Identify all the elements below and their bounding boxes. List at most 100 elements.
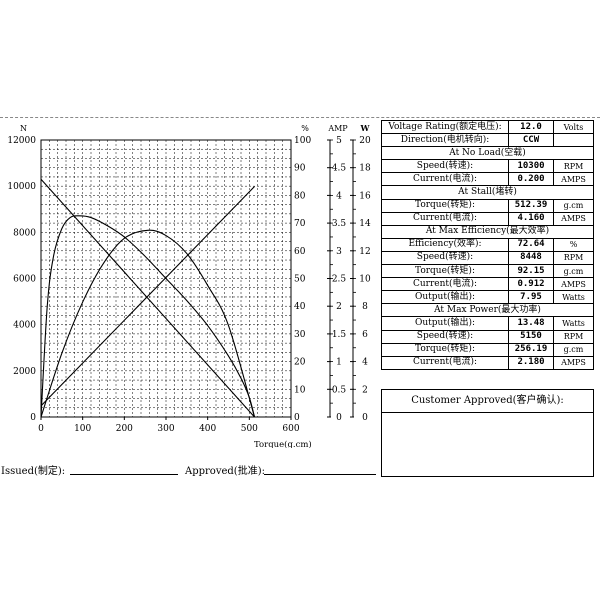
approved-label: Approved(批准): — [185, 466, 265, 477]
spec-table: Voltage Rating(额定电压): 12.0 Volts Direction(… — [381, 119, 594, 370]
spec-unit: % — [553, 237, 594, 252]
spec-unit: AMPS — [553, 172, 594, 187]
chart-grid — [41, 140, 291, 417]
speed-axis-unit: N — [20, 124, 27, 133]
power-axis-unit: W — [360, 123, 371, 133]
speed-tick-label: 4000 — [13, 321, 36, 331]
power-tick-label: 2 — [362, 385, 368, 395]
power-tick-label: 6 — [362, 330, 368, 340]
power-tick-label: 8 — [362, 302, 368, 312]
speed-tick-label: 8000 — [13, 228, 36, 238]
spec-label: Torque(转矩): — [381, 198, 509, 213]
spec-value: 0.912 — [508, 277, 554, 292]
efficiency-tick-label: 10 — [294, 385, 306, 395]
speed-tick-label: 2000 — [13, 367, 36, 377]
spec-value: 2.180 — [508, 355, 554, 370]
spec-section: At No Load(空载) — [381, 146, 594, 161]
spec-label: Efficiency(效率): — [381, 237, 509, 252]
spec-section-label: At Max Efficiency(最大效率) — [381, 224, 594, 239]
current-tick-label: 3 — [336, 247, 342, 257]
spec-value: 92.15 — [508, 264, 554, 279]
efficiency-tick-label: 0 — [294, 413, 300, 423]
power-tick-label: 20 — [359, 136, 371, 146]
power-tick-label: 12 — [359, 247, 370, 257]
efficiency-tick-label: 90 — [294, 164, 306, 174]
x-tick-label: 500 — [241, 424, 258, 434]
spec-row: Torque(转矩): 256.19 g.cm — [381, 342, 594, 357]
approved-signature-line[interactable] — [264, 474, 376, 475]
spec-section: At Max Power(最大功率) — [381, 303, 594, 318]
current-axis-unit: AMP — [327, 124, 348, 133]
spec-value: 512.39 — [508, 198, 554, 213]
spec-value: 4.160 — [508, 211, 554, 226]
x-tick-label: 400 — [199, 424, 216, 434]
spec-unit: RPM — [553, 159, 594, 174]
spec-value: 12.0 — [508, 119, 554, 135]
efficiency-curve — [40, 215, 256, 418]
current-tick-label: 2 — [336, 302, 342, 312]
spec-row: Voltage Rating(额定电压): 12.0 Volts — [381, 119, 594, 135]
spec-label: Speed(转速): — [381, 159, 509, 174]
spec-value: 13.48 — [508, 316, 554, 331]
spec-section: At Stall(堵转) — [381, 185, 594, 200]
spec-unit: Watts — [553, 290, 594, 305]
current-tick-label: 1 — [336, 358, 342, 368]
power-tick-label: 14 — [359, 219, 371, 229]
current-tick-label: 5 — [336, 136, 342, 146]
x-tick-label: 600 — [282, 424, 299, 434]
spec-unit: AMPS — [553, 355, 594, 370]
top-divider — [0, 117, 600, 118]
efficiency-tick-label: 70 — [294, 219, 306, 229]
current-tick-label: 0.5 — [332, 385, 347, 395]
power-tick-label: 16 — [359, 191, 371, 201]
x-tick-label: 0 — [38, 424, 44, 434]
spec-section-label: At No Load(空载) — [381, 146, 594, 161]
spec-value: 72.64 — [508, 237, 554, 252]
current-tick-label: 4 — [336, 191, 342, 201]
customer-approval-title: Customer Approved(客户确认): — [382, 390, 593, 413]
current-tick-label: 2.5 — [332, 275, 347, 285]
spec-value: 10300 — [508, 159, 554, 174]
spec-unit — [553, 133, 594, 148]
spec-unit: RPM — [553, 250, 594, 266]
spec-row: Efficiency(效率): 72.64% — [381, 237, 594, 252]
power-tick-label: 18 — [359, 164, 371, 174]
current-tick-label: 3.5 — [332, 219, 347, 229]
spec-row: Current(电流): 0.200 AMPS — [381, 172, 594, 187]
chart-axes — [40, 139, 356, 420]
spec-label: Torque(转矩): — [381, 342, 509, 357]
spec-value: 256.19 — [508, 342, 554, 357]
efficiency-tick-label: 50 — [294, 275, 306, 285]
spec-section-label: At Stall(堵转) — [381, 185, 594, 200]
spec-row: Current(电流): 0.912 AMPS — [381, 277, 594, 292]
issued-label: Issued(制定): — [1, 466, 66, 477]
spec-label: Output(输出): — [381, 290, 509, 305]
speed-tick-label: 10000 — [7, 182, 36, 192]
spec-unit: RPM — [553, 329, 594, 344]
spec-value: CCW — [508, 133, 554, 148]
power-tick-label: 4 — [362, 358, 368, 368]
chart-labels: 0 100 200 300 400 500 600Torque(g.cm)020004000… — [7, 123, 371, 448]
x-axis-label: Torque(g.cm) — [254, 439, 312, 448]
spec-unit: AMPS — [553, 211, 594, 226]
spec-label: Speed(转速): — [381, 250, 509, 266]
x-tick-label: 200 — [116, 424, 133, 434]
customer-approval-box: Customer Approved(客户确认): — [381, 389, 594, 477]
spec-row: Torque(转矩): 92.15 g.cm — [381, 264, 594, 279]
spec-unit: g.cm — [553, 342, 594, 357]
spec-unit: Volts — [553, 119, 594, 135]
chart-series — [40, 178, 256, 418]
motor-curve-chart: 0 100 200 300 400 500 600Torque(g.cm)020004000… — [7, 123, 371, 448]
power-curve — [40, 229, 256, 418]
spec-label: Torque(转矩): — [381, 264, 509, 279]
issued-signature-line[interactable] — [70, 474, 178, 475]
speed-tick-label: 12000 — [7, 136, 36, 146]
spec-label: Output(输出): — [381, 316, 509, 331]
spec-row: Current(电流): 4.160 AMPS — [381, 211, 594, 226]
spec-value: 5150 — [508, 329, 554, 344]
spec-value: 8448 — [508, 250, 554, 266]
power-tick-label: 0 — [362, 413, 368, 423]
spec-row: Speed(转速): 8448 RPM — [381, 250, 594, 266]
spec-unit: AMPS — [553, 277, 594, 292]
x-tick-label: 300 — [157, 424, 174, 434]
